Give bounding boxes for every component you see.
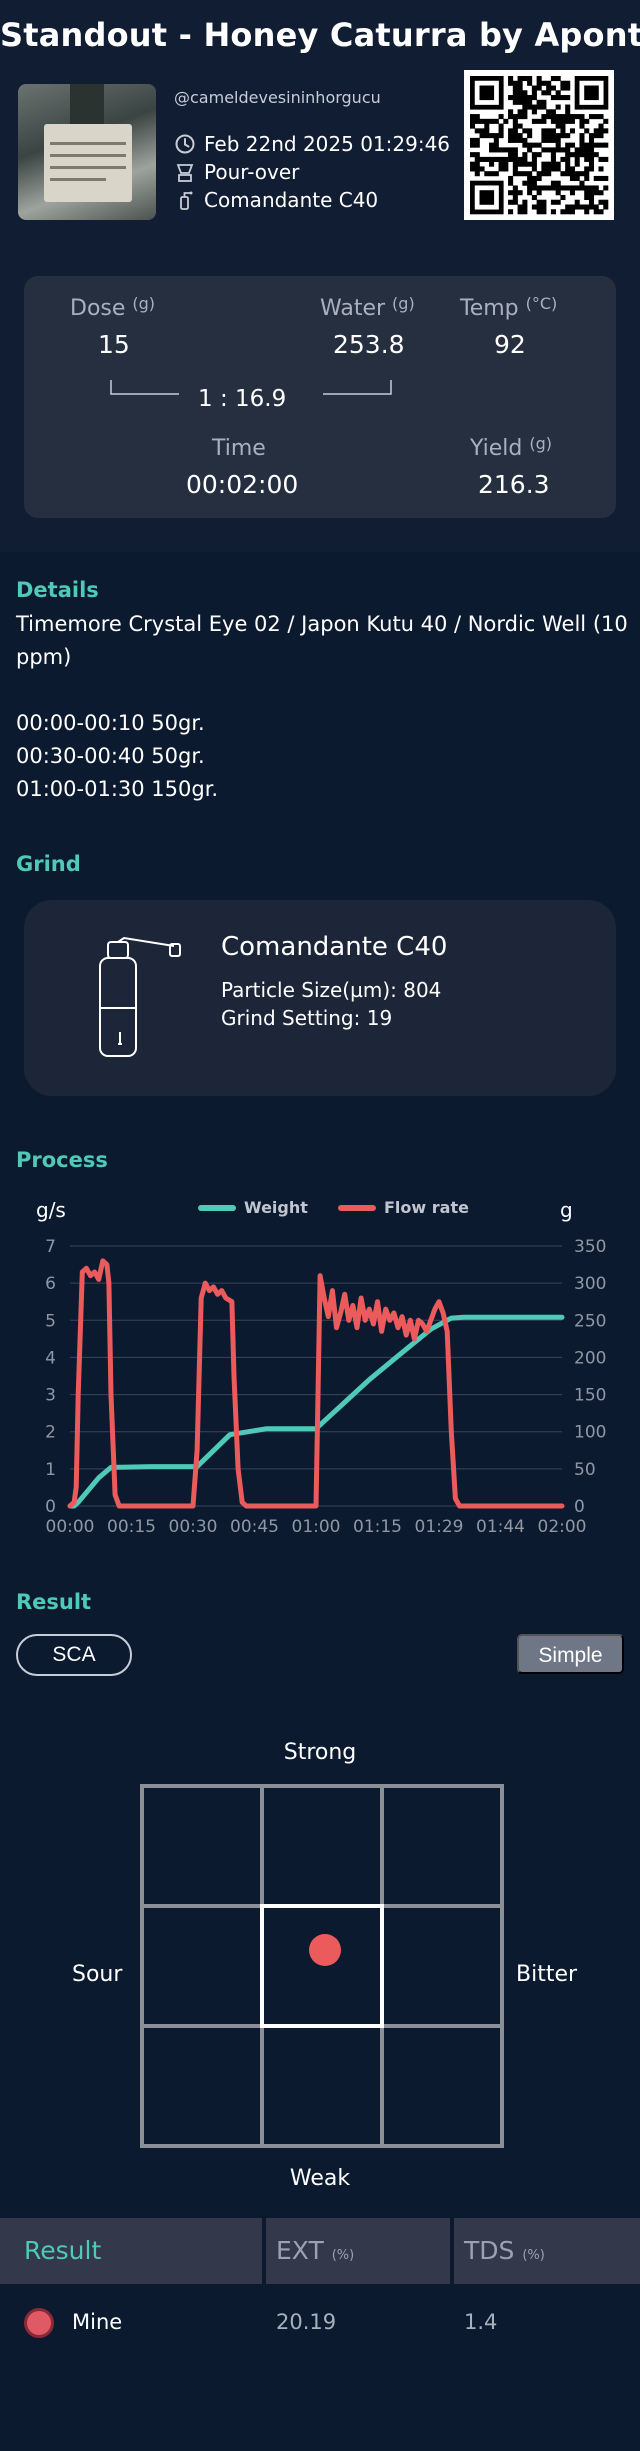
clock-icon — [174, 133, 196, 155]
yield-label: Yield (g) — [470, 434, 553, 461]
grinder-name: Comandante C40 — [221, 932, 448, 962]
table-header-tds: TDS (%) — [454, 2218, 640, 2284]
grind-card: Comandante C40 Particle Size(µm): 804 Gr… — [24, 900, 616, 1096]
right-tick-label: 50 — [574, 1460, 596, 1480]
result-color-dot — [24, 2308, 54, 2338]
result-title: Result — [16, 1590, 92, 1614]
legend-flow-rate-label: Flow rate — [384, 1198, 469, 1217]
left-tick-label: 1 — [45, 1460, 56, 1480]
axis-weak: Weak — [289, 2166, 351, 2191]
left-tick-label: 3 — [45, 1386, 56, 1406]
datetime-row: Feb 22nd 2025 01:29:46 — [174, 132, 450, 156]
details-title: Details — [16, 578, 99, 602]
right-axis-label: g — [560, 1198, 573, 1222]
x-tick-label: 00:45 — [230, 1517, 279, 1537]
simple-button[interactable]: Simple — [517, 1634, 624, 1674]
row-name: Mine — [72, 2310, 123, 2334]
grind-title: Grind — [16, 852, 81, 876]
x-tick-label: 02:00 — [538, 1517, 587, 1537]
left-tick-label: 6 — [45, 1274, 56, 1294]
x-tick-label: 01:44 — [476, 1517, 525, 1537]
yield-value: 216.3 — [478, 470, 550, 499]
left-tick-label: 0 — [45, 1497, 56, 1517]
method-row: Pour-over — [174, 160, 299, 184]
water-label: Water (g) — [320, 294, 415, 321]
brew-method: Pour-over — [204, 160, 300, 184]
x-tick-label: 00:15 — [107, 1517, 156, 1537]
table-header-result: Result — [0, 2218, 262, 2284]
right-tick-label: 300 — [574, 1274, 606, 1294]
left-tick-label: 5 — [45, 1311, 56, 1331]
grinder-row: Comandante C40 — [174, 188, 378, 212]
flow-rate-series-line — [67, 1258, 565, 1509]
x-tick-label: 01:00 — [292, 1517, 341, 1537]
recipe-card: Dose (g) 15 Water (g) 253.8 Temp (°C) 92… — [24, 276, 616, 518]
hand-grinder-icon — [94, 936, 194, 1064]
temp-value: 92 — [494, 330, 526, 359]
extraction-grid[interactable] — [140, 1784, 504, 2148]
page-title: Standout - Honey Caturra by Aponte — [0, 16, 640, 54]
ratio-bracket — [110, 380, 392, 395]
ideal-zone — [260, 1904, 384, 2028]
left-tick-label: 2 — [45, 1423, 56, 1443]
left-axis-label: g/s — [36, 1198, 66, 1222]
grind-setting: Grind Setting: 19 — [221, 1006, 393, 1030]
ratio-value: 1 : 16.9 — [198, 386, 287, 412]
right-tick-label: 0 — [574, 1497, 585, 1517]
table-header-ext: EXT (%) — [266, 2218, 450, 2284]
right-tick-label: 200 — [574, 1348, 606, 1368]
flow-rate-swatch — [338, 1204, 376, 1211]
pour-over-icon — [174, 161, 196, 183]
dose-value: 15 — [98, 330, 130, 359]
grinder-icon — [174, 189, 196, 211]
axis-bitter: Bitter — [516, 1962, 578, 1987]
coffee-bag-photo[interactable] — [18, 84, 156, 220]
process-chart[interactable]: 0 1 2 3 4 5 6 7 0 50 100 150 200 250 300 350 00:00 00:15 0… — [0, 1226, 640, 1546]
time-value: 00:02:00 — [186, 470, 299, 499]
right-tick-label: 250 — [574, 1311, 606, 1331]
process-title: Process — [16, 1148, 108, 1172]
particle-size: Particle Size(µm): 804 — [221, 978, 442, 1002]
dose-label: Dose (g) — [70, 294, 156, 321]
brew-header: Standout - Honey Caturra by Aponte @came… — [0, 0, 640, 552]
temp-label: Temp (°C) — [460, 294, 558, 321]
x-tick-label: 00:30 — [169, 1517, 218, 1537]
details-text: Timemore Crystal Eye 02 / Japon Kutu 40 … — [16, 612, 628, 801]
axis-sour: Sour — [72, 1962, 123, 1987]
legend-weight-label: Weight — [244, 1198, 308, 1217]
row-tds: 1.4 — [464, 2310, 498, 2334]
right-tick-label: 100 — [574, 1423, 606, 1443]
brew-datetime: Feb 22nd 2025 01:29:46 — [204, 132, 451, 156]
weight-swatch — [198, 1204, 236, 1211]
sca-button[interactable]: SCA — [16, 1634, 132, 1676]
axis-strong: Strong — [283, 1740, 357, 1765]
row-ext: 20.19 — [276, 2310, 337, 2334]
result-marker[interactable] — [309, 1934, 341, 1966]
x-tick-label: 00:00 — [46, 1517, 95, 1537]
x-tick-label: 01:15 — [353, 1517, 402, 1537]
username[interactable]: @cameldevesininhorgucu — [174, 88, 381, 107]
water-value: 253.8 — [333, 330, 405, 359]
time-label: Time — [212, 436, 266, 461]
right-tick-label: 350 — [574, 1237, 606, 1257]
brew-grinder: Comandante C40 — [204, 188, 379, 212]
legend-flow-rate[interactable]: Flow rate — [338, 1198, 469, 1217]
left-tick-label: 4 — [45, 1348, 56, 1368]
legend-weight[interactable]: Weight — [198, 1198, 308, 1217]
qr-code[interactable] — [464, 70, 614, 220]
x-tick-label: 01:29 — [415, 1517, 464, 1537]
left-tick-label: 7 — [45, 1237, 56, 1257]
right-tick-label: 150 — [574, 1386, 606, 1406]
